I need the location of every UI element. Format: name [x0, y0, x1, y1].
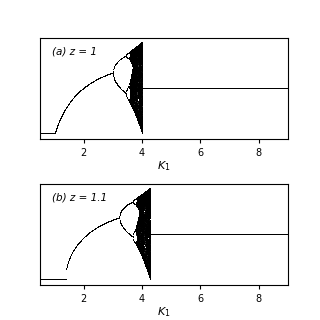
X-axis label: $K_1$: $K_1$	[157, 159, 171, 173]
X-axis label: $K_1$: $K_1$	[157, 305, 171, 319]
Text: (b) z = 1.1: (b) z = 1.1	[52, 192, 108, 202]
Text: (a) z = 1: (a) z = 1	[52, 46, 97, 56]
